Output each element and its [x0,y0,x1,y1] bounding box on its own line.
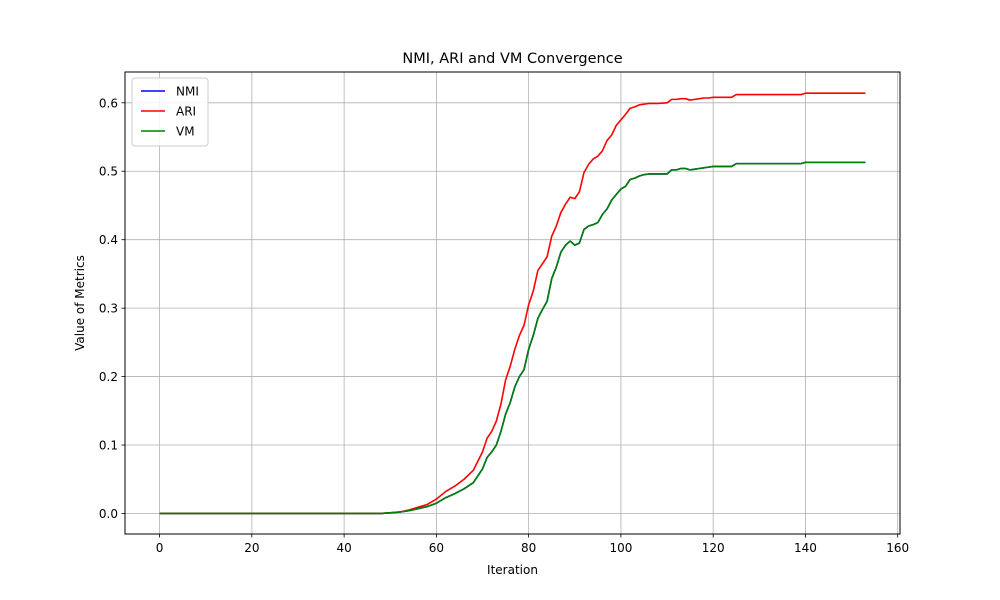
plot-frame [124,71,901,535]
y-tick-label: 0.3 [99,302,118,316]
x-tick-label: 80 [521,541,536,555]
legend-label-vm: VM [176,125,195,139]
series-line-vm [159,161,866,515]
y-tick-label: 0.2 [99,370,118,384]
y-tick-label: 0.1 [99,439,118,453]
y-tick-label: 0.6 [99,96,118,110]
legend-label-ari: ARI [176,105,196,119]
series-lines [159,92,866,515]
x-axis-label: Iteration [487,563,538,577]
x-tick-label: 20 [244,541,259,555]
y-tick-label: 0.0 [99,507,118,521]
y-tick-label: 0.4 [99,233,118,247]
x-tick-label: 120 [702,541,725,555]
legend-box [131,77,209,147]
chart-title: NMI, ARI and VM Convergence [402,51,622,67]
x-tick-label: 60 [429,541,444,555]
x-tick-label: 160 [886,541,909,555]
series-line-ari [159,92,866,515]
y-tick-label: 0.5 [99,165,118,179]
x-tick-label: 0 [156,541,164,555]
legend: NMI ARI VM [131,77,209,147]
axis-ticks: 0 20 40 60 80 100 120 140 160 0.0 0.1 0.2 0.3 0.4 0.5 0… [99,96,909,555]
grid [125,72,900,534]
y-axis-label: Value of Metrics [73,255,87,351]
legend-label-nmi: NMI [176,85,199,99]
x-tick-label: 100 [609,541,632,555]
x-tick-label: 140 [794,541,817,555]
x-tick-label: 40 [336,541,351,555]
